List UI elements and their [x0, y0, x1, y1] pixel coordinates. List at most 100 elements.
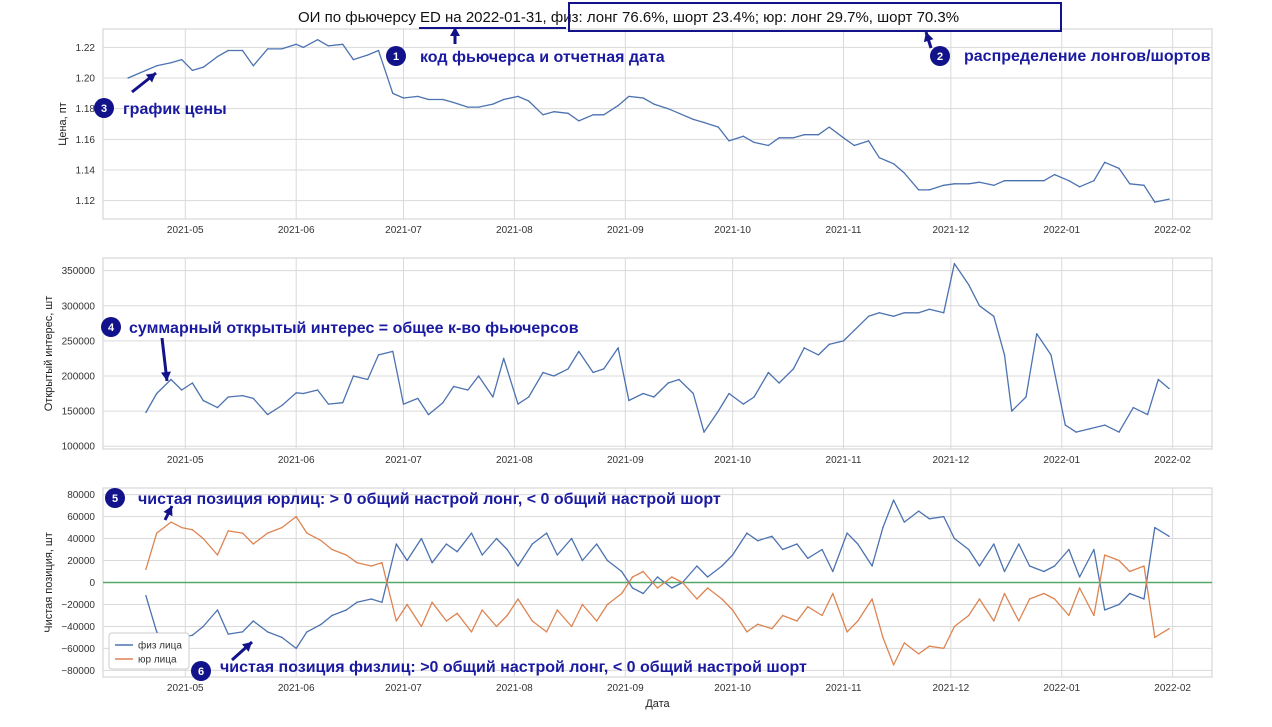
series-fiz — [145, 499, 1170, 650]
annotation-badge: 4 — [101, 317, 121, 337]
data-point-yur — [420, 625, 423, 628]
data-point-yur — [1154, 636, 1156, 639]
data-point-fiz — [556, 554, 559, 556]
x-tick-label: 2021-07 — [385, 225, 422, 236]
data-point-fiz — [252, 620, 254, 622]
x-tick-label: 2021-12 — [932, 225, 969, 236]
data-point-fiz — [1168, 387, 1170, 390]
data-point-fiz — [295, 43, 297, 46]
data-point-fiz — [442, 401, 444, 404]
data-point-yur — [481, 609, 483, 611]
data-point-yur — [202, 537, 204, 540]
data-point-fiz — [617, 104, 619, 107]
x-tick-label: 2022-02 — [1154, 455, 1191, 466]
legend: физ лица юр лица — [108, 632, 190, 670]
data-point-fiz — [216, 55, 219, 58]
data-point-fiz — [517, 95, 519, 98]
data-point-fiz — [628, 399, 630, 402]
data-point-fiz — [1043, 570, 1045, 573]
data-point-fiz — [367, 378, 369, 381]
data-point-yur — [370, 565, 373, 567]
data-point-fiz — [202, 625, 204, 628]
data-point-fiz — [728, 392, 730, 395]
data-point-fiz — [803, 134, 805, 136]
data-point-fiz — [917, 312, 920, 314]
data-point-fiz — [603, 114, 605, 116]
badge-circle — [191, 661, 211, 681]
data-point-fiz — [266, 631, 269, 633]
data-point-fiz — [191, 382, 194, 384]
badge-number: 3 — [101, 103, 107, 115]
data-point-fiz — [327, 45, 330, 47]
data-point-fiz — [431, 562, 433, 564]
data-point-yur — [756, 623, 759, 625]
data-point-fiz — [832, 570, 834, 573]
data-point-fiz — [1093, 548, 1095, 551]
data-point-yur — [1018, 620, 1020, 622]
data-point-fiz — [352, 375, 355, 377]
data-point-yur — [320, 540, 322, 542]
data-point-fiz — [402, 403, 405, 405]
data-point-yur — [978, 598, 981, 600]
data-point-fiz — [1003, 179, 1006, 182]
annotation-text: распределение лонгов/шортов — [964, 48, 1211, 65]
data-point-yur — [531, 620, 533, 622]
data-point-fiz — [746, 532, 748, 534]
data-point-fiz — [642, 392, 644, 395]
data-point-fiz — [803, 347, 805, 349]
data-point-yur — [155, 532, 158, 534]
data-point-yur — [771, 627, 773, 630]
data-point-fiz — [867, 140, 870, 142]
data-point-yur — [506, 614, 508, 617]
annotation-arrow — [163, 505, 174, 521]
data-point-fiz — [241, 394, 244, 397]
data-point-fiz — [531, 543, 533, 545]
data-point-fiz — [316, 389, 319, 391]
badge-circle — [101, 317, 121, 337]
y-tick-label: 1.20 — [76, 74, 96, 85]
data-point-yur — [170, 521, 172, 523]
data-point-fiz — [603, 368, 605, 370]
data-point-fiz — [528, 100, 530, 102]
data-point-fiz — [427, 98, 430, 101]
x-tick-label: 2021-09 — [607, 455, 644, 466]
arrow-head — [160, 371, 171, 381]
y-tick-label: −60000 — [61, 644, 95, 655]
data-point-yur — [406, 603, 408, 606]
data-point-fiz — [767, 144, 770, 147]
data-point-fiz — [1118, 167, 1120, 170]
x-tick-label: 2022-02 — [1154, 683, 1191, 694]
data-point-fiz — [717, 126, 720, 128]
data-point-fiz — [517, 403, 519, 405]
data-point-yur — [731, 609, 734, 611]
data-point-fiz — [653, 396, 655, 398]
data-point-fiz — [993, 315, 995, 317]
y-tick-label: 1.12 — [76, 196, 96, 207]
data-point-fiz — [692, 118, 694, 121]
data-point-fiz — [1168, 198, 1170, 200]
x-tick-label: 2021-11 — [826, 225, 862, 236]
data-point-yur — [570, 625, 573, 628]
data-point-yur — [846, 631, 848, 633]
data-point-yur — [181, 526, 183, 529]
data-point-fiz — [241, 49, 244, 52]
x-tick-label: 2021-09 — [607, 683, 644, 694]
data-point-fiz — [878, 312, 880, 314]
series-fiz — [145, 262, 1170, 433]
data-point-fiz — [953, 183, 956, 185]
data-point-fiz — [782, 548, 784, 551]
data-point-fiz — [181, 58, 183, 61]
data-point-fiz — [320, 623, 322, 625]
data-point-fiz — [631, 587, 634, 589]
data-point-fiz — [241, 631, 244, 633]
series-line-fiz — [127, 39, 1170, 203]
data-point-fiz — [392, 92, 394, 95]
data-point-fiz — [942, 312, 945, 314]
data-point-fiz — [467, 106, 469, 108]
data-point-fiz — [753, 396, 755, 398]
data-point-fiz — [767, 371, 770, 374]
data-point-fiz — [828, 343, 830, 346]
data-point-fiz — [1078, 576, 1081, 578]
data-point-yur — [746, 631, 748, 633]
data-point-fiz — [1053, 565, 1056, 567]
